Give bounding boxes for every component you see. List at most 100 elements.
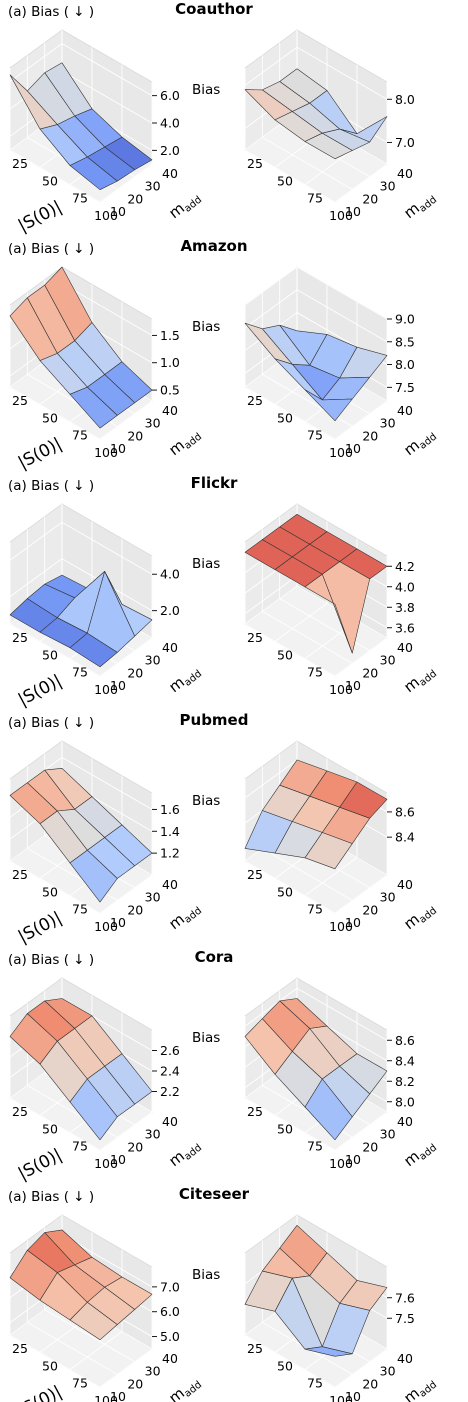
z-tick-label: 6.0 (160, 1304, 180, 1319)
y-axis-label: madd (400, 1372, 439, 1402)
surface-cell (69, 386, 118, 429)
grid-line (9, 43, 63, 83)
y-tick-label: 10 (110, 441, 126, 456)
z-tick-label: 8.4 (395, 1053, 415, 1068)
z-tick-label: 2.0 (160, 603, 180, 618)
grid-line (9, 1097, 101, 1151)
dataset-title: Cora (195, 948, 234, 966)
grid-line (262, 610, 353, 664)
z-tick-label: 7.5 (395, 380, 415, 395)
panel-label: (a) Bias ( ↓ ) (8, 952, 94, 968)
z-tick-label: 1.2 (160, 846, 180, 861)
z-axis-label: Bias (192, 1030, 220, 1046)
surface-panel: (b) F1 ( ↑ )8.68.48.28.0F125507510010203… (244, 977, 439, 1171)
y-tick-label: 40 (162, 403, 178, 418)
grid-line (99, 1348, 153, 1388)
grid-line (244, 987, 298, 1027)
y-tick-label: 10 (110, 1389, 126, 1402)
y-tick-label: 20 (362, 1139, 378, 1154)
panel-label: (a) Bias ( ↓ ) (8, 241, 94, 257)
z-axis-label: Bias (192, 82, 220, 98)
x-tick-label: 75 (72, 902, 88, 917)
x-tick-label: 25 (247, 1104, 263, 1119)
y-tick-label: 40 (397, 403, 413, 418)
surface-cell (304, 832, 353, 870)
grid-line (304, 146, 358, 186)
x-tick-label: 100 (329, 445, 353, 460)
z-axis-label: Bias (192, 1267, 220, 1283)
y-tick-label: 40 (162, 1351, 178, 1366)
z-tick-label: 2.2 (160, 1084, 180, 1099)
dataset-title: Flickr (191, 474, 238, 492)
z-tick-label: 6.0 (160, 88, 180, 103)
x-tick-label: 50 (42, 1121, 58, 1136)
x-axis-label: |S(0)| (15, 434, 65, 473)
x-tick-label: 75 (307, 191, 323, 206)
grid-line (99, 163, 153, 203)
grid-line (99, 1111, 153, 1151)
y-axis-label: madd (165, 1372, 204, 1402)
y-tick-label: 30 (145, 179, 161, 194)
grid-line (274, 602, 328, 642)
z-tick-label: 3.6 (395, 620, 415, 635)
y-tick-label: 30 (380, 890, 396, 905)
y-tick-label: 10 (345, 1389, 361, 1402)
x-tick-label: 100 (329, 919, 353, 934)
grid-line (244, 759, 298, 799)
x-tick-label: 50 (42, 884, 58, 899)
y-tick-label: 30 (145, 416, 161, 431)
z-tick-label: 4.0 (160, 567, 180, 582)
surface-panel: (a) Bias ( ↓ ) 2.6 2.4 2.2 Bias 25 50 75 1001020… (8, 952, 220, 1184)
surface-panel: (a) Bias ( ↓ ) 4.0 2.0 Bias 25 50 75 1001020304… (8, 478, 220, 710)
grid-line (244, 623, 336, 677)
x-tick-label: 75 (307, 902, 323, 917)
x-axis-label: |S(0)| (15, 671, 65, 710)
y-tick-label: 20 (362, 428, 378, 443)
y-axis-label: madd (165, 424, 204, 460)
grid-line (334, 637, 388, 677)
surface-panel: (b) F1 ( ↑ )8.07.0F125507510010203040mad… (244, 29, 439, 223)
y-tick-label: 20 (362, 191, 378, 206)
y-tick-label: 20 (362, 1376, 378, 1391)
dataset-title: Pubmed (180, 711, 249, 729)
grid-line (9, 1334, 101, 1388)
surface-cell (304, 1346, 353, 1357)
y-tick-label: 40 (162, 166, 178, 181)
dataset-title: Coauthor (175, 0, 253, 18)
x-tick-label: 50 (277, 1121, 293, 1136)
surface-panel: (b) F1 ( ↑ )7.67.5F125507510010203040mad… (244, 1214, 439, 1402)
y-tick-label: 30 (380, 653, 396, 668)
x-tick-label: 100 (94, 1393, 118, 1402)
z-tick-label: 2.6 (160, 1043, 180, 1058)
x-axis-label: |S(0)| (15, 1145, 65, 1184)
z-tick-label: 4.0 (395, 579, 415, 594)
x-tick-label: 75 (307, 1139, 323, 1154)
y-tick-label: 20 (127, 665, 143, 680)
grid-line (99, 400, 153, 440)
grid-line (61, 70, 153, 124)
y-tick-label: 30 (380, 1364, 396, 1379)
grid-line (296, 46, 388, 100)
grid-line (244, 1097, 336, 1151)
x-tick-label: 25 (247, 393, 263, 408)
surface-cell (69, 632, 118, 668)
y-tick-label: 10 (345, 678, 361, 693)
grid-line (304, 857, 358, 897)
x-tick-label: 25 (12, 393, 28, 408)
grid-line (244, 46, 298, 86)
x-tick-label: 75 (72, 428, 88, 443)
y-tick-label: 30 (380, 1127, 396, 1142)
y-tick-label: 30 (145, 1127, 161, 1142)
grid-line (9, 558, 63, 598)
grid-line (9, 521, 63, 561)
y-axis-label: madd (400, 898, 439, 934)
grid-line (244, 585, 298, 625)
x-tick-label: 100 (94, 919, 118, 934)
y-tick-label: 10 (345, 1152, 361, 1167)
x-tick-label: 25 (12, 156, 28, 171)
y-tick-label: 20 (127, 902, 143, 917)
y-axis-label: madd (400, 1135, 439, 1171)
x-tick-label: 75 (72, 1139, 88, 1154)
grid-line (334, 1111, 388, 1151)
